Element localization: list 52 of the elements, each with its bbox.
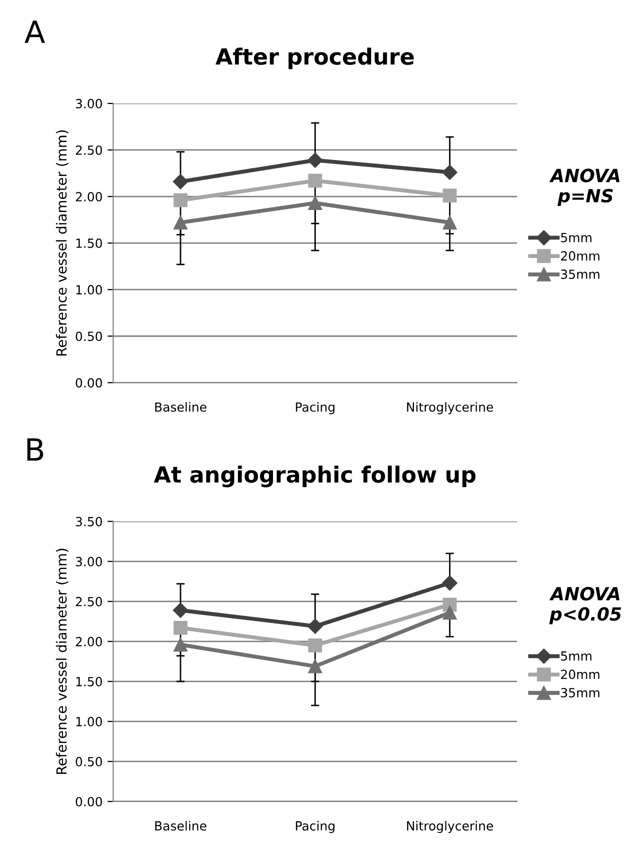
point xyxy=(308,174,322,188)
legend-label: 35mm xyxy=(561,688,600,698)
y-tick-label: 3.00 xyxy=(76,98,102,108)
legend-label: 35mm xyxy=(561,270,600,279)
text: B xyxy=(27,438,44,461)
point xyxy=(442,216,457,230)
y-axis-title: Reference vessel diameter (mm) xyxy=(56,548,68,774)
legend-label: 5mm xyxy=(561,651,592,661)
y-tick-label: 1.00 xyxy=(76,716,102,726)
y-tick-label: 0.00 xyxy=(76,796,102,806)
point xyxy=(174,620,188,635)
y-tick-label: 1.50 xyxy=(76,676,102,686)
point xyxy=(308,638,322,652)
x-tick-label: Baseline xyxy=(155,402,206,412)
y-tick-label: 0.00 xyxy=(76,378,102,388)
y-tick-label: 2.00 xyxy=(76,636,102,646)
point xyxy=(172,602,188,618)
x-tick-label: Baseline xyxy=(155,820,206,831)
x-tick-label: Pacing xyxy=(296,402,334,414)
x-tick-label: Pacing xyxy=(296,820,334,834)
y-tick-label: 2.50 xyxy=(76,596,102,606)
y-tick-label: 3.00 xyxy=(76,556,102,566)
y-tick-label: 2.00 xyxy=(76,192,102,202)
chart-title: After procedure xyxy=(216,48,414,70)
y-tick-label: 1.50 xyxy=(76,238,102,248)
point xyxy=(442,606,457,620)
legend-label: 5mm xyxy=(561,233,592,242)
y-tick-label: 0.50 xyxy=(76,332,102,342)
y-tick-label: 1.00 xyxy=(76,285,102,295)
x-tick-label: Nitroglycerine xyxy=(407,820,494,834)
text: ANOVA p=NS xyxy=(549,168,620,206)
point xyxy=(174,193,188,208)
point xyxy=(308,152,323,168)
y-axis-title: Reference vessel diameter (mm) xyxy=(56,130,68,356)
chart-title: At angiographic follow up xyxy=(154,466,476,488)
point xyxy=(308,618,323,634)
x-tick-label: Nitroglycerine xyxy=(407,402,494,414)
legend-label: 20mm xyxy=(561,251,600,261)
point xyxy=(308,196,322,210)
point xyxy=(442,188,457,203)
y-tick-label: 3.50 xyxy=(76,516,102,526)
y-tick-label: 2.50 xyxy=(76,145,102,155)
point xyxy=(174,638,188,652)
point xyxy=(172,174,188,190)
text: ANOVA p<0.05 xyxy=(549,586,622,624)
point xyxy=(442,575,458,591)
point xyxy=(442,164,458,180)
y-tick-label: 0.50 xyxy=(76,756,102,766)
point xyxy=(174,216,188,230)
legend-label: 20mm xyxy=(561,670,600,680)
point xyxy=(308,659,322,674)
text: A xyxy=(24,20,46,43)
